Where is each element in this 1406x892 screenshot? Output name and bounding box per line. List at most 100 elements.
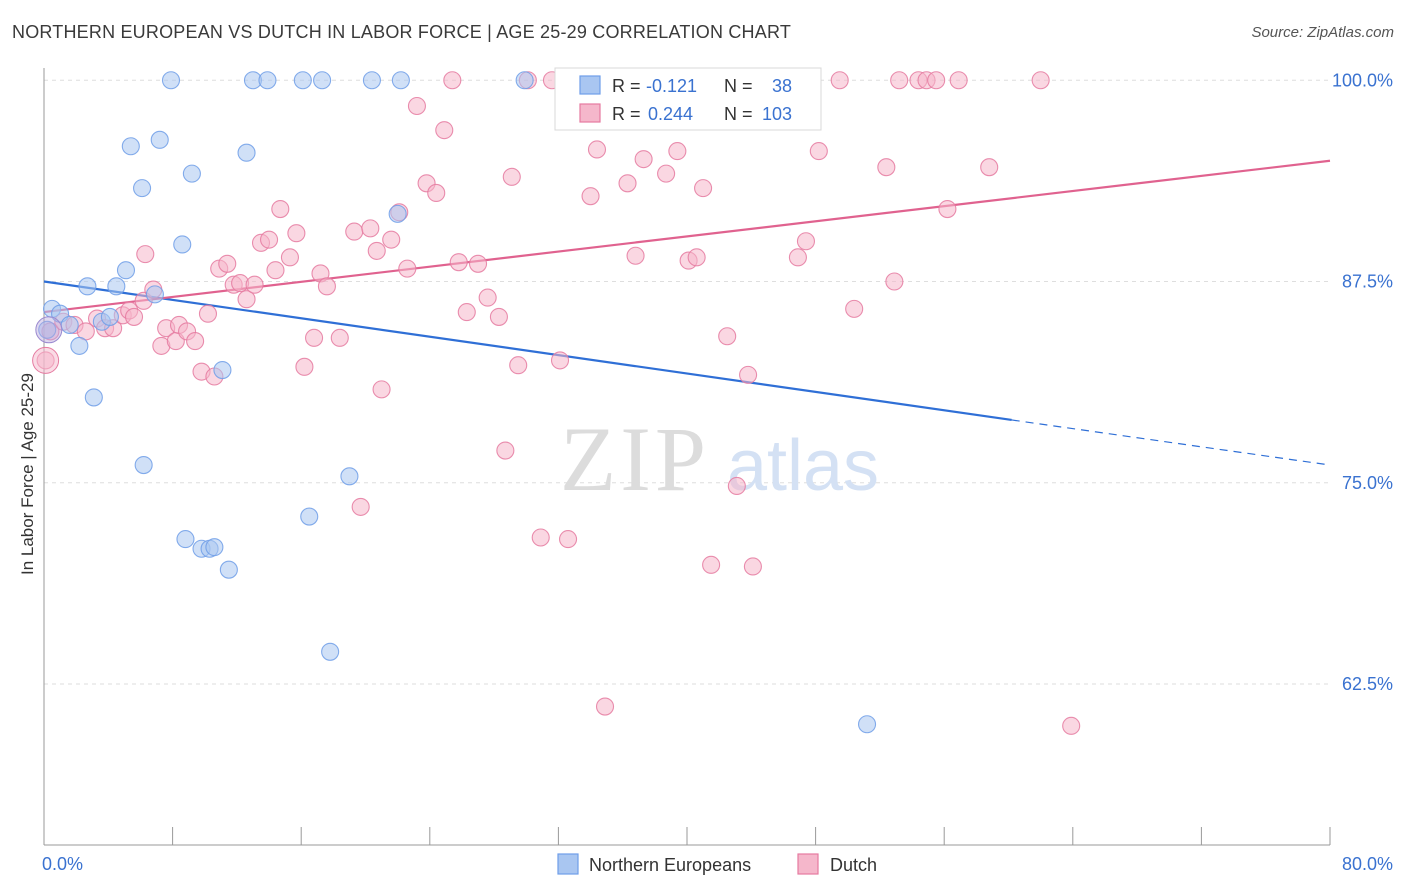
point-dutch-55: [468, 254, 488, 273]
y-tick-label-2: 75.0%: [1342, 473, 1393, 493]
stats-n-label-dutch: N =: [724, 104, 753, 124]
point-dutch-91: [845, 299, 864, 318]
watermark-atlas: atlas: [727, 426, 879, 506]
point-northern-3: [60, 315, 79, 335]
y-tick-labels: 100.0% 87.5% 75.0% 62.5%: [1332, 70, 1393, 694]
trend-line-northern-extension: [1011, 419, 1331, 466]
point-dutch-35: [295, 357, 314, 376]
point-dutch-76: [668, 142, 687, 161]
point-dutch-12: [136, 245, 155, 264]
point-dutch-84: [743, 557, 762, 576]
point-dutch-33: [280, 248, 299, 267]
point-dutch-32: [271, 200, 290, 219]
point-dutch-72: [626, 246, 645, 265]
stats-n-label-northern: N =: [724, 76, 753, 96]
point-northern-29: [300, 507, 319, 526]
point-dutch-cluster: [32, 346, 60, 374]
legend-swatch-dutch: [797, 853, 819, 875]
point-dutch-83: [739, 365, 758, 384]
point-northern-30: [313, 71, 332, 90]
stats-swatch-dutch: [579, 103, 601, 123]
point-dutch-94: [890, 71, 909, 90]
point-dutch-34: [287, 224, 306, 243]
point-northern-37: [857, 715, 877, 734]
point-northern-13: [134, 455, 153, 475]
x-tick-labels: 0.0% 80.0%: [42, 854, 1393, 874]
point-dutch-31: [266, 261, 285, 280]
point-dutch-24: [218, 254, 237, 273]
stats-r-value-northern: -0.121: [646, 76, 697, 96]
legend-label-northern: Northern Europeans: [589, 855, 751, 875]
stats-legend: R = -0.121 N = 38 R = 0.244 N = 103: [554, 67, 822, 131]
point-dutch-28: [245, 275, 264, 294]
stats-r-label-dutch: R =: [612, 104, 641, 124]
point-dutch-44: [372, 380, 391, 399]
point-dutch-60: [509, 356, 528, 375]
point-northern-18: [176, 530, 195, 549]
point-dutch-19: [186, 332, 205, 351]
y-tick-label-3: 62.5%: [1342, 674, 1393, 694]
point-northern-35: [391, 71, 410, 90]
point-dutch-40: [345, 222, 364, 241]
point-dutch-47: [398, 259, 417, 278]
point-northern-6: [84, 388, 103, 407]
point-dutch-89: [809, 142, 828, 161]
point-northern-9: [107, 277, 126, 296]
point-dutch-88: [796, 232, 816, 251]
point-northern-22: [205, 538, 224, 557]
y-tick-label-0: 100.0%: [1332, 70, 1393, 90]
point-northern-15: [150, 130, 169, 149]
chart-title: NORTHERN EUROPEAN VS DUTCH IN LABOR FORC…: [12, 22, 792, 42]
point-dutch-65: [558, 530, 578, 549]
point-dutch-90: [830, 71, 849, 90]
point-northern-34: [388, 204, 407, 223]
point-northern-36: [515, 71, 534, 90]
gridlines: [44, 79, 1330, 685]
point-northern-27: [258, 71, 277, 90]
point-dutch-80: [702, 555, 721, 574]
point-northern-10: [116, 261, 136, 280]
point-northern-14: [145, 285, 164, 304]
point-dutch-92: [877, 158, 896, 177]
legend-swatch-northern: [557, 853, 579, 875]
source-label: Source: ZipAtlas.com: [1251, 24, 1394, 41]
point-dutch-56: [478, 288, 497, 307]
point-dutch-78: [687, 248, 706, 267]
stats-r-value-dutch: 0.244: [648, 104, 693, 124]
point-dutch-81: [718, 327, 737, 346]
point-dutch-54: [457, 303, 476, 322]
point-dutch-52: [443, 71, 462, 90]
stats-swatch-northern: [579, 75, 601, 95]
point-northern-31: [321, 642, 340, 661]
point-dutch-100: [980, 158, 999, 177]
point-dutch-99: [949, 71, 968, 90]
point-dutch-45: [382, 230, 401, 249]
point-dutch-41: [351, 497, 370, 516]
point-northern-25: [237, 143, 256, 162]
point-dutch-93: [885, 272, 904, 291]
point-dutch-21: [198, 304, 218, 323]
x-tick-label-min: 0.0%: [42, 854, 83, 874]
point-northern-17: [173, 235, 192, 254]
point-dutch-82: [727, 476, 746, 496]
point-northern-24: [219, 560, 238, 579]
point-dutch-27: [237, 290, 256, 309]
point-dutch-58: [496, 441, 515, 460]
point-dutch-59: [502, 167, 521, 186]
point-northern-32: [340, 467, 359, 486]
point-dutch-62: [531, 528, 550, 547]
point-dutch-97: [927, 71, 946, 90]
data-points: [32, 71, 1081, 735]
watermark-zip: ZIP: [560, 408, 710, 510]
stats-r-label-northern: R =: [612, 76, 641, 96]
point-dutch-42: [361, 219, 380, 238]
watermark: ZIP atlas: [560, 408, 879, 510]
point-dutch-51: [435, 121, 454, 140]
point-dutch-57: [489, 307, 508, 326]
point-northern-5: [78, 277, 97, 296]
point-dutch-38: [317, 277, 336, 296]
point-dutch-43: [367, 241, 386, 260]
point-dutch-48: [407, 96, 426, 116]
point-dutch-10: [124, 307, 144, 326]
point-dutch-68: [587, 140, 607, 159]
